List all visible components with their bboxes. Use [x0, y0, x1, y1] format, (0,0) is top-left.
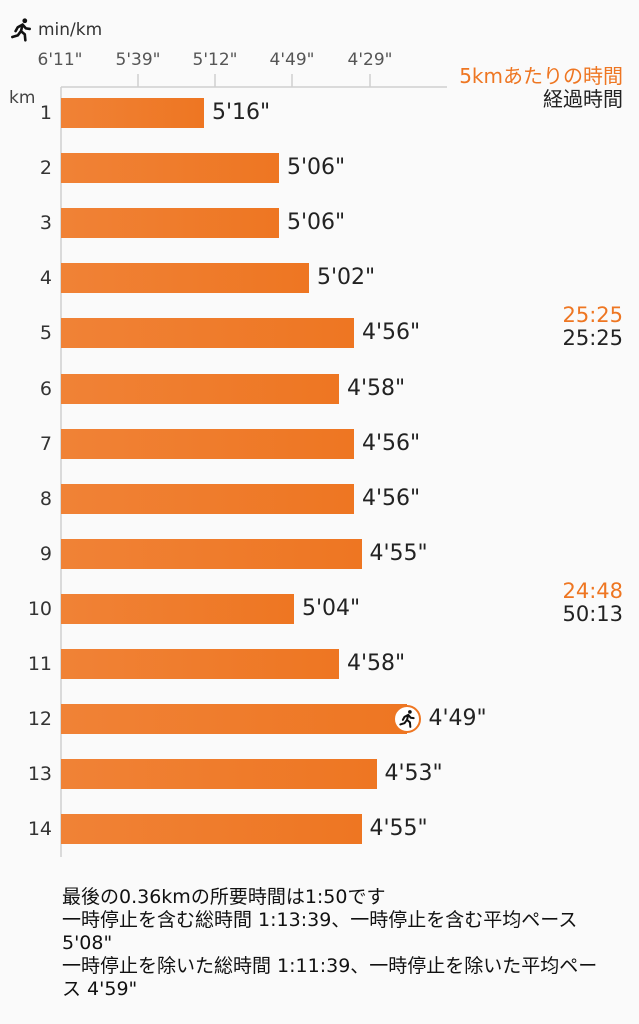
pace-bar: [61, 483, 354, 514]
runner-icon: [11, 18, 31, 42]
km-label: 11: [27, 653, 52, 675]
pace-label: 4'49": [428, 706, 487, 732]
total-without-pause-text: 一時停止を除いた総時間 1:11:39、一時停止を除いた平均ペース 4'59": [62, 955, 598, 1000]
total-with-pause-text: 一時停止を含む総時間 1:13:39、一時停止を含む平均ペース 5'08": [62, 909, 584, 954]
pace-bar: [61, 593, 294, 624]
pace-label: 4'58": [347, 375, 406, 401]
km-label: 4: [39, 267, 52, 290]
km-label: 14: [27, 818, 52, 841]
pace-bar: [61, 318, 354, 349]
pace-bar: [61, 373, 339, 404]
km-label: 8: [39, 487, 52, 510]
split-5km-time: 24:48: [562, 578, 623, 603]
pace-bar: [61, 263, 309, 294]
km-label: 1: [39, 102, 52, 124]
pace-bar: [61, 649, 339, 679]
split-time-block: 24:48 50:13: [562, 578, 623, 626]
pace-label: 5'04": [302, 595, 361, 621]
pace-label: 4'56": [362, 430, 421, 456]
km-label: 6: [39, 377, 52, 400]
pace-bar: [61, 759, 377, 790]
unit-header: min/km: [8, 16, 102, 44]
split-5km-time: 25:25: [562, 303, 623, 328]
pace-label: 5'02": [317, 265, 376, 291]
unit-label: min/km: [38, 20, 103, 40]
pace-label: 4'58": [347, 651, 406, 676]
km-label: 10: [27, 597, 52, 620]
split-elapsed-time: 25:25: [562, 326, 623, 351]
pace-bar: [61, 153, 279, 184]
pace-bar: [61, 704, 407, 735]
pace-label: 4'55": [369, 540, 428, 566]
split-time-block: 25:25 25:25: [562, 304, 623, 350]
pace-bar: [61, 208, 279, 239]
pace-bar: [61, 538, 362, 569]
x-tick-label: 6'11": [37, 50, 83, 70]
pace-label: 4'56": [362, 485, 421, 511]
x-tick-label: 5'39": [115, 50, 161, 70]
legend-5km-time: 5kmあたりの時間: [459, 64, 623, 88]
pace-label: 5'06": [287, 155, 346, 181]
pace-label: 4'56": [362, 320, 421, 346]
km-label: 13: [27, 763, 52, 786]
last-segment-text: 最後の0.36kmの所要時間は1:50です: [62, 886, 386, 908]
x-tick-label: 4'49": [269, 50, 315, 70]
x-tick-label: 5'12": [192, 50, 238, 70]
pace-label: 4'55": [369, 816, 428, 842]
km-label: 3: [39, 212, 52, 235]
pace-bar: [61, 814, 362, 845]
fastest-runner-icon: [392, 705, 421, 734]
runner-icon: [398, 710, 415, 729]
pace-label: 4'53": [384, 761, 443, 787]
x-tick-label: 4'29": [347, 50, 393, 70]
km-label: 12: [27, 708, 52, 731]
summary-footer: 最後の0.36kmの所要時間は1:50です 一時停止を含む総時間 1:13:39…: [62, 886, 602, 1001]
pace-label: 5'06": [287, 210, 346, 236]
pace-label: 5'16": [212, 100, 271, 125]
km-label: 9: [39, 542, 52, 565]
split-elapsed-time: 50:13: [562, 601, 623, 626]
y-axis-unit: km: [9, 88, 36, 108]
legend-elapsed-time: 経過時間: [543, 87, 623, 111]
km-label: 5: [39, 322, 52, 345]
pace-bar: [61, 428, 354, 459]
km-label: 2: [39, 157, 52, 180]
km-label: 7: [39, 432, 52, 455]
pace-bar: [61, 98, 204, 128]
